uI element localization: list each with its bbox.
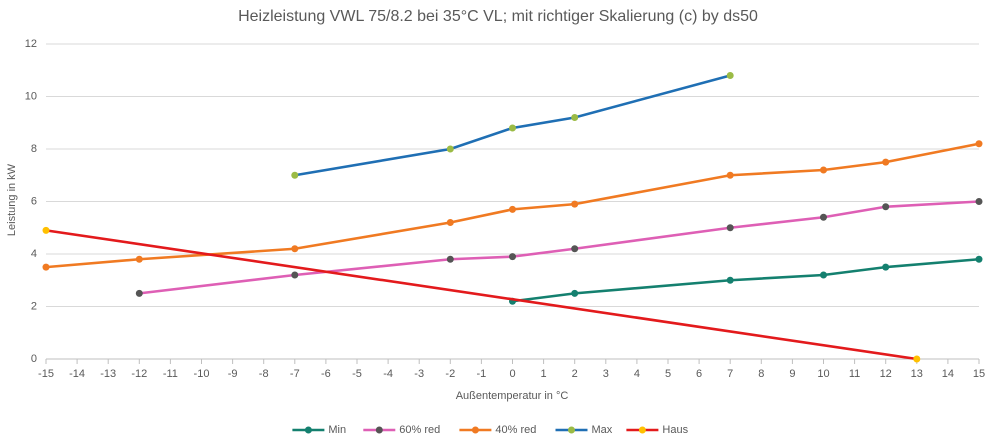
x-tick-label: 5 [665, 368, 671, 380]
marker [135, 289, 143, 297]
legend-label: 40% red [495, 424, 536, 436]
x-axis-label: Außentemperatur in °C [456, 390, 569, 402]
legend-label: Max [592, 424, 613, 436]
marker [820, 213, 827, 221]
x-tick-label: -2 [445, 368, 455, 380]
y-tick-label: 12 [25, 38, 37, 50]
legend-marker [304, 426, 312, 434]
marker [820, 271, 827, 279]
x-tick-label: -5 [352, 368, 362, 380]
x-tick-label: 4 [634, 368, 640, 380]
marker [882, 158, 890, 166]
marker [726, 224, 734, 232]
marker [975, 198, 983, 205]
line [45, 229, 917, 361]
x-tick-label: 3 [603, 368, 609, 380]
marker [571, 289, 579, 297]
legend-label: Min [328, 424, 346, 436]
x-tick-label: -15 [38, 368, 54, 380]
line [139, 200, 980, 295]
marker [509, 124, 516, 132]
x-tick-label: 7 [727, 368, 733, 380]
y-axis-label: Leistung in kW [6, 163, 18, 236]
marker [975, 140, 983, 148]
marker [726, 72, 734, 79]
y-tick-label: 8 [31, 143, 37, 155]
marker [571, 245, 579, 253]
x-tick-label: 10 [817, 368, 829, 380]
marker [135, 255, 143, 263]
x-tick-label: -1 [477, 368, 487, 380]
marker [42, 263, 50, 271]
x-tick-label: -8 [259, 368, 269, 380]
x-tick-label: -4 [383, 368, 393, 380]
marker [820, 166, 827, 174]
y-tick-label: 10 [25, 90, 37, 102]
x-tick-label: -12 [131, 368, 147, 380]
legend-marker [471, 426, 479, 434]
legend-marker [375, 426, 383, 434]
x-tick-label: 11 [849, 368, 860, 380]
marker [913, 355, 921, 363]
y-tick-label: 6 [31, 195, 37, 207]
x-tick-label: -14 [69, 368, 85, 380]
x-tick-label: 12 [880, 368, 892, 380]
marker [509, 205, 516, 213]
x-tick-label: -10 [194, 368, 210, 380]
line [45, 142, 980, 269]
x-tick-label: 6 [696, 368, 702, 380]
x-tick-label: 14 [942, 368, 954, 380]
marker [726, 276, 734, 284]
x-tick-label: -6 [321, 368, 331, 380]
x-tick-label: -7 [290, 368, 300, 380]
x-tick-label: 2 [572, 368, 578, 380]
x-tick-label: 0 [509, 368, 515, 380]
marker [42, 226, 50, 234]
line [512, 257, 980, 303]
x-tick-label: 9 [789, 368, 795, 380]
marker [726, 171, 734, 179]
marker [446, 145, 454, 153]
marker [571, 114, 579, 121]
marker [446, 255, 454, 263]
x-tick-label: -3 [414, 368, 424, 380]
x-tick-label: -11 [163, 368, 178, 380]
marker [882, 203, 890, 211]
x-tick-label: 13 [911, 368, 923, 380]
marker [446, 219, 454, 226]
y-tick-label: 0 [31, 353, 37, 365]
y-tick-label: 2 [31, 300, 37, 312]
legend-label: Haus [662, 424, 688, 436]
y-tick-label: 4 [31, 248, 37, 260]
chart-title: Heizleistung VWL 75/8.2 bei 35°C VL; mit… [238, 8, 758, 25]
x-tick-label: 1 [541, 368, 547, 380]
legend-label: 60% red [399, 424, 440, 436]
legend-marker [638, 426, 646, 434]
marker [882, 263, 890, 271]
marker [291, 271, 299, 279]
marker [509, 253, 516, 261]
marker [975, 255, 983, 263]
x-tick-label: 15 [973, 368, 985, 380]
legend-marker [568, 426, 575, 434]
marker [291, 171, 299, 179]
x-tick-label: -9 [228, 368, 238, 380]
x-tick-label: 8 [758, 368, 764, 380]
marker [291, 245, 299, 253]
marker [571, 200, 579, 208]
x-tick-label: -13 [100, 368, 116, 380]
